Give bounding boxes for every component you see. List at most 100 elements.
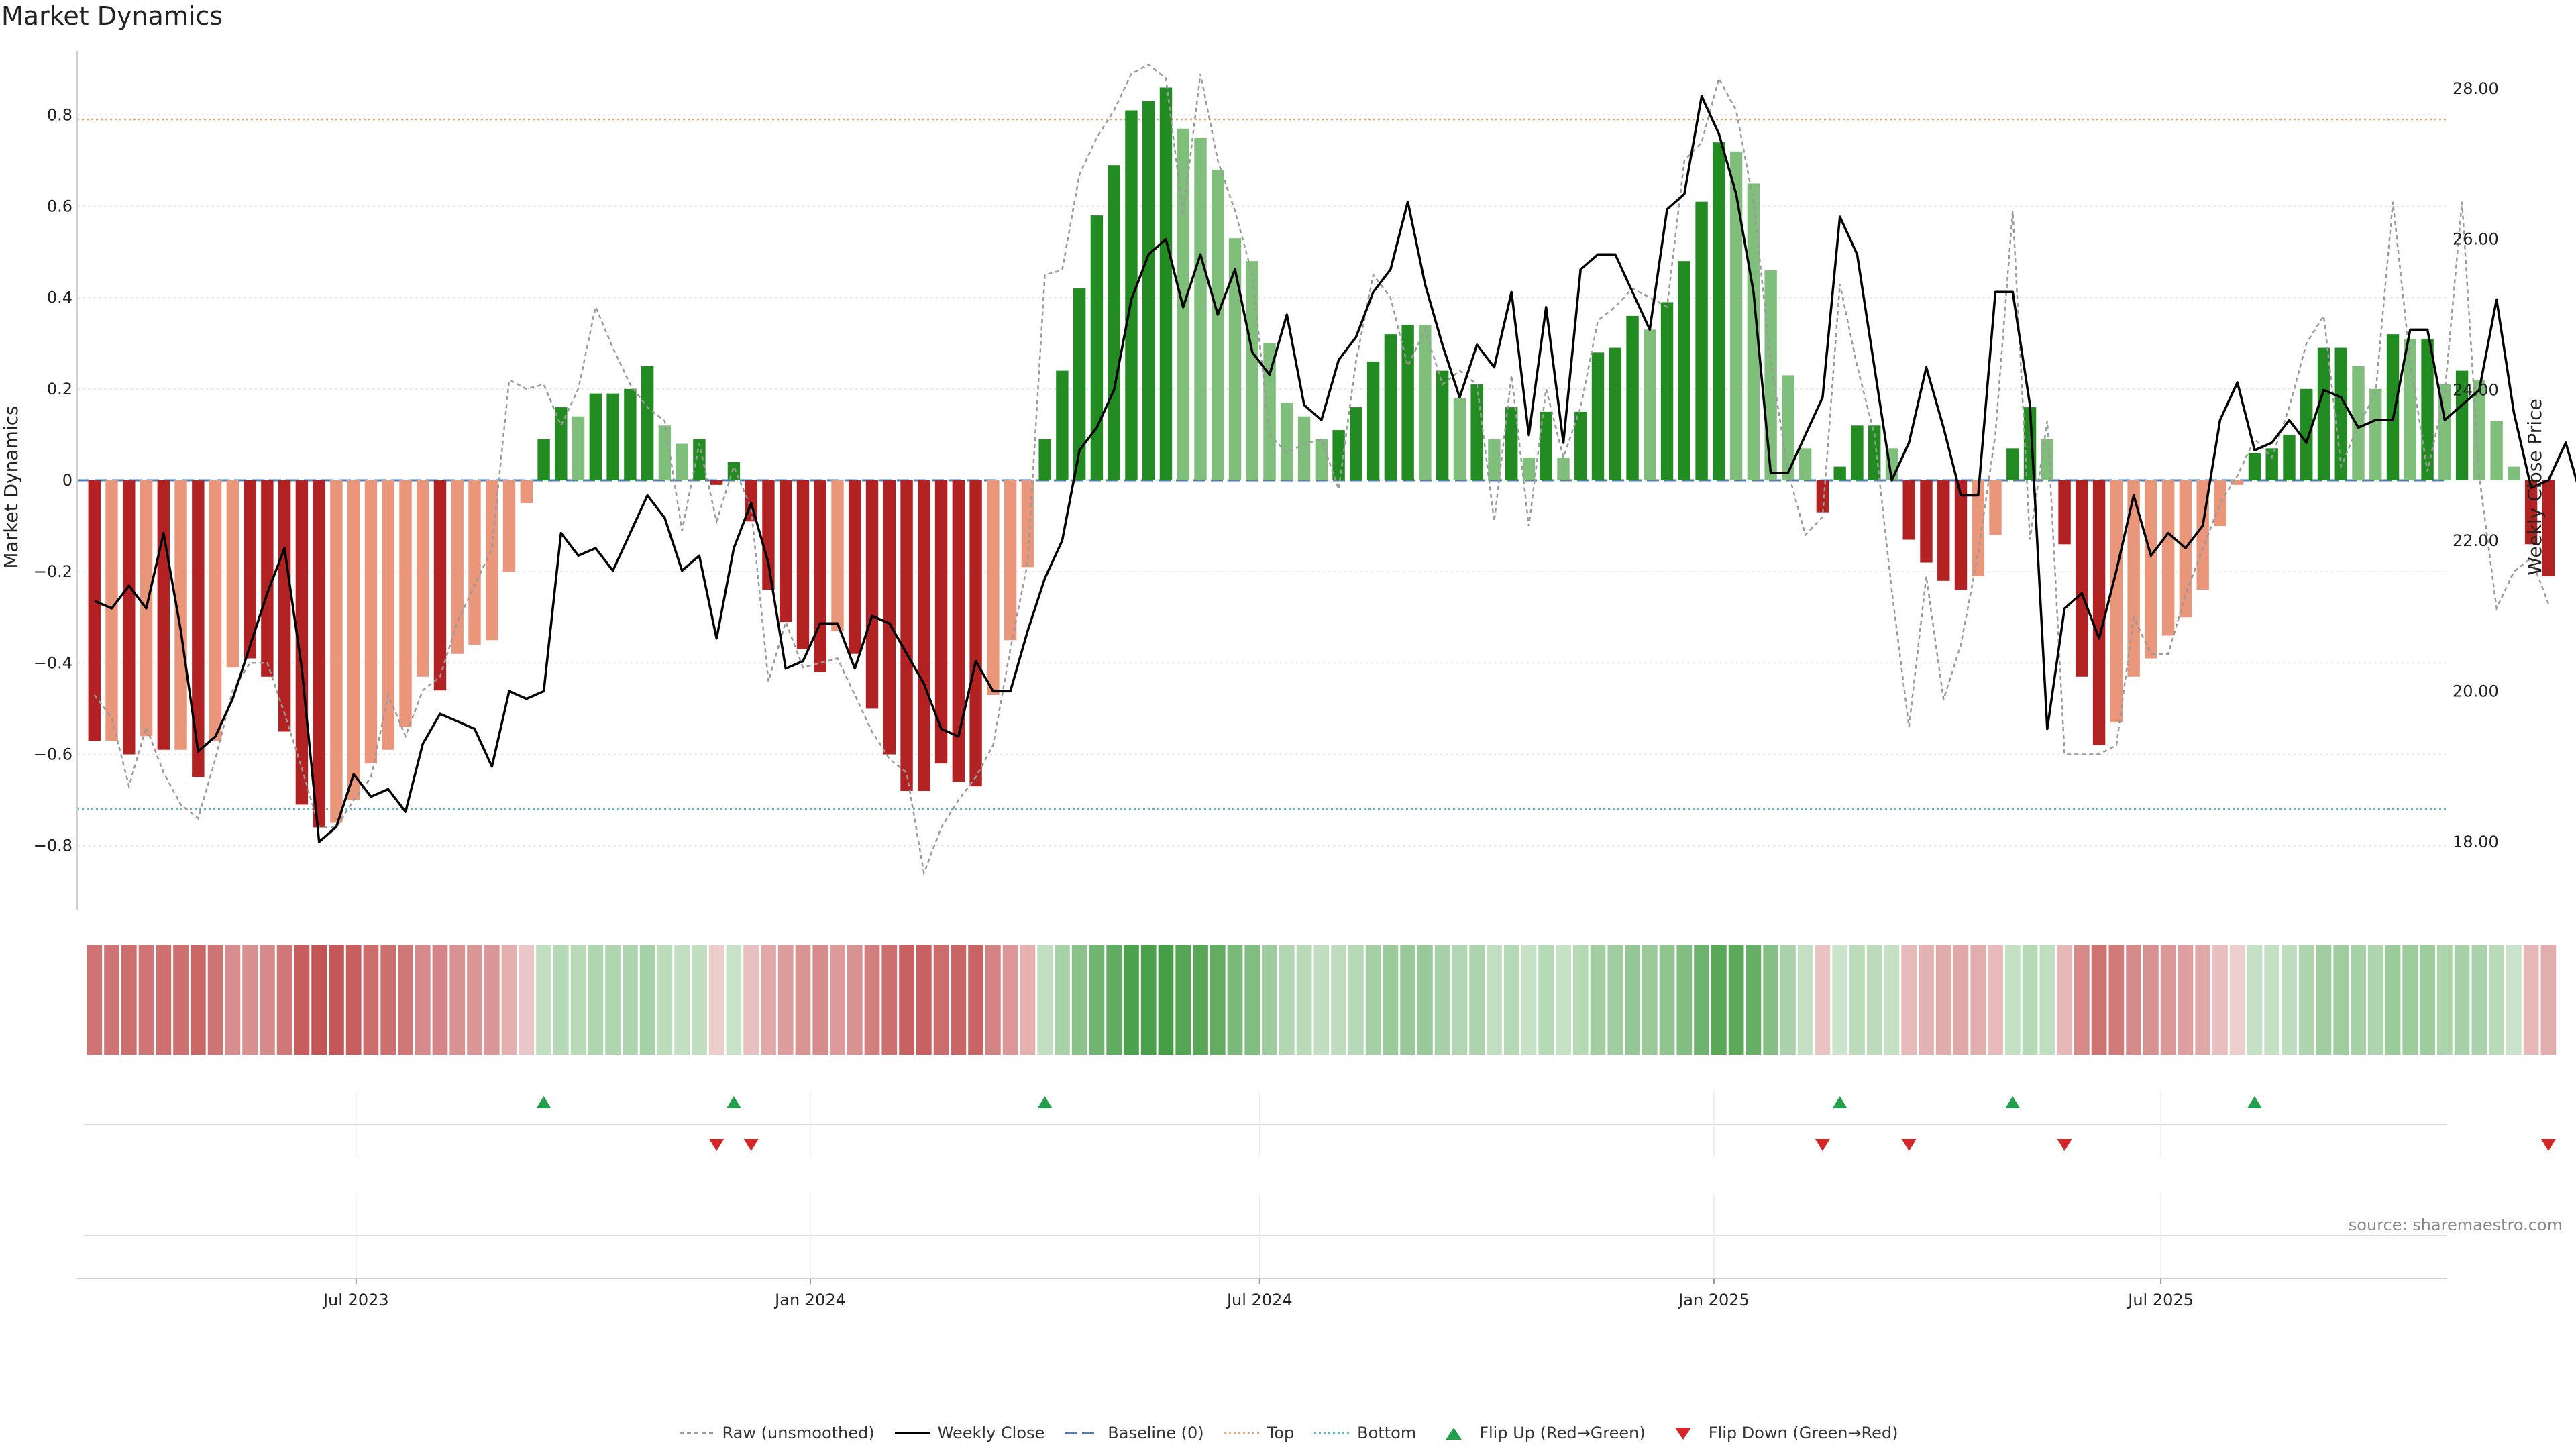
heat-cell bbox=[1124, 945, 1139, 1055]
heat-cell bbox=[1538, 945, 1554, 1055]
heat-cell bbox=[2264, 945, 2280, 1055]
heat-cell bbox=[864, 945, 880, 1055]
heat-cell bbox=[795, 945, 811, 1055]
momentum-bar bbox=[1954, 480, 1968, 590]
legend-label: Baseline (0) bbox=[1108, 1424, 1204, 1442]
momentum-bar bbox=[2490, 421, 2503, 480]
legend-swatch bbox=[1224, 1432, 1259, 1434]
heat-cell bbox=[2039, 945, 2055, 1055]
momentum-bar bbox=[865, 480, 879, 709]
legend-swatch bbox=[1065, 1432, 1100, 1434]
momentum-bar bbox=[105, 480, 118, 741]
heat-cell bbox=[1193, 945, 1208, 1055]
heat-cell bbox=[1572, 945, 1589, 1055]
y-tick-label: −0.8 bbox=[34, 837, 72, 855]
momentum-bar bbox=[209, 480, 222, 741]
y2-tick-label: 28.00 bbox=[2453, 79, 2499, 98]
momentum-bar bbox=[676, 443, 688, 480]
heat-cell bbox=[1694, 945, 1709, 1055]
y2-axis-label: Weekly Close Price bbox=[2524, 398, 2546, 575]
heat-cell bbox=[847, 945, 863, 1055]
heat-cell bbox=[1556, 945, 1571, 1055]
momentum-bar bbox=[1108, 165, 1120, 480]
heat-cell bbox=[2385, 945, 2401, 1055]
regime-heatstrip bbox=[87, 945, 2557, 1055]
momentum-bar bbox=[1644, 329, 1656, 480]
heat-cell bbox=[708, 945, 724, 1055]
raw-line bbox=[93, 63, 2550, 877]
y2-tick-label: 22.00 bbox=[2453, 531, 2499, 550]
heat-cell bbox=[1262, 945, 1277, 1055]
momentum-bar bbox=[1488, 439, 1501, 480]
heat-cell bbox=[1676, 945, 1693, 1055]
momentum-bar bbox=[796, 480, 810, 649]
legend-label: Bottom bbox=[1357, 1424, 1417, 1442]
heat-cell bbox=[207, 945, 223, 1055]
heat-cell bbox=[225, 945, 241, 1055]
momentum-bar bbox=[814, 480, 826, 672]
heat-cell bbox=[1935, 945, 1951, 1055]
momentum-bar bbox=[1159, 87, 1173, 480]
y-tick-label: −0.6 bbox=[34, 745, 72, 764]
heat-cell bbox=[1884, 945, 1900, 1055]
momentum-bar bbox=[831, 480, 844, 631]
momentum-bar bbox=[2265, 448, 2278, 480]
y-tick-label: −0.2 bbox=[34, 562, 72, 581]
flip-down-marker bbox=[743, 1139, 759, 1151]
y2-tick-label: 18.00 bbox=[2453, 833, 2499, 851]
momentum-bar bbox=[1782, 375, 1794, 480]
momentum-bar bbox=[1747, 183, 1760, 480]
flip-up-marker bbox=[726, 1096, 741, 1108]
heat-cell bbox=[692, 945, 707, 1055]
heat-cell bbox=[1210, 945, 1226, 1055]
legend-label: Flip Up (Red→Green) bbox=[1479, 1424, 1646, 1442]
heat-cell bbox=[2402, 945, 2418, 1055]
heat-cell bbox=[761, 945, 776, 1055]
momentum-bar bbox=[1315, 439, 1328, 480]
heat-cell bbox=[1106, 945, 1122, 1055]
heat-cell bbox=[1365, 945, 1381, 1055]
momentum-bar bbox=[1090, 215, 1104, 480]
momentum-bar bbox=[88, 480, 101, 741]
momentum-bar bbox=[1833, 466, 1846, 480]
heat-cell bbox=[1832, 945, 1848, 1055]
momentum-bar bbox=[2473, 380, 2486, 480]
heat-cell bbox=[1625, 945, 1640, 1055]
heat-cell bbox=[2108, 945, 2125, 1055]
momentum-bar bbox=[1332, 430, 1345, 480]
momentum-bar bbox=[1281, 402, 1293, 480]
momentum-bar bbox=[2248, 453, 2261, 480]
heat-cell bbox=[1140, 945, 1157, 1055]
momentum-bar bbox=[2076, 480, 2088, 677]
heat-cell bbox=[1728, 945, 1744, 1055]
momentum-bar bbox=[1142, 101, 1155, 480]
heat-cell bbox=[311, 945, 327, 1055]
heat-cell bbox=[1763, 945, 1779, 1055]
momentum-bar bbox=[1540, 411, 1552, 480]
heat-cell bbox=[1313, 945, 1330, 1055]
heat-cell bbox=[449, 945, 466, 1055]
momentum-bar bbox=[606, 393, 619, 480]
heat-cell bbox=[1400, 945, 1416, 1055]
momentum-bar bbox=[2283, 434, 2296, 480]
momentum-bar bbox=[2058, 480, 2071, 545]
momentum-bar bbox=[1989, 480, 2002, 535]
momentum-bar bbox=[157, 480, 170, 750]
momentum-bar bbox=[780, 480, 792, 623]
heat-cell bbox=[1607, 945, 1623, 1055]
momentum-bar bbox=[1228, 238, 1242, 480]
momentum-bar bbox=[1591, 352, 1605, 480]
heat-cell bbox=[2367, 945, 2383, 1055]
legend-swatch bbox=[1314, 1432, 1350, 1434]
heat-cell bbox=[1970, 945, 1986, 1055]
momentum-bar bbox=[192, 480, 205, 777]
source-note: source: sharemaestro.com bbox=[2348, 1216, 2563, 1234]
momentum-bar bbox=[2524, 480, 2538, 545]
heat-cell bbox=[812, 945, 828, 1055]
heat-cell bbox=[1487, 945, 1502, 1055]
heat-cell bbox=[2523, 945, 2539, 1055]
y-tick-label: −0.4 bbox=[34, 653, 72, 672]
momentum-bar bbox=[2542, 480, 2555, 576]
momentum-bar bbox=[1505, 407, 1518, 480]
momentum-bar bbox=[589, 393, 602, 480]
